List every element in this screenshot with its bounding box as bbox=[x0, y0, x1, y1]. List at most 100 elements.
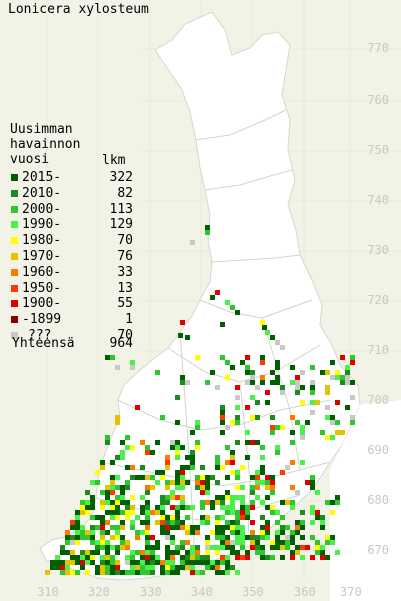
observation-cell bbox=[145, 445, 150, 450]
observation-cell bbox=[205, 565, 210, 570]
observation-cell bbox=[80, 510, 85, 515]
observation-cell bbox=[300, 370, 305, 375]
observation-cell bbox=[135, 405, 140, 410]
observation-cell bbox=[125, 435, 130, 440]
observation-cell bbox=[115, 505, 120, 510]
observation-cell bbox=[275, 540, 280, 545]
observation-cell bbox=[140, 440, 145, 445]
observation-cell bbox=[315, 400, 320, 405]
observation-cell bbox=[170, 535, 175, 540]
x-tick-label: 360 bbox=[294, 585, 316, 599]
observation-cell bbox=[180, 445, 185, 450]
observation-cell bbox=[195, 545, 200, 550]
observation-cell bbox=[265, 475, 270, 480]
observation-cell bbox=[195, 555, 200, 560]
observation-cell bbox=[255, 495, 260, 500]
observation-cell bbox=[80, 525, 85, 530]
observation-cell bbox=[225, 495, 230, 500]
observation-cell bbox=[205, 550, 210, 555]
observation-cell bbox=[270, 425, 275, 430]
x-tick-label: 340 bbox=[191, 585, 213, 599]
observation-cell bbox=[100, 515, 105, 520]
observation-cell bbox=[295, 550, 300, 555]
observation-cell bbox=[335, 375, 340, 380]
observation-cell bbox=[225, 375, 230, 380]
observation-cell bbox=[170, 440, 175, 445]
observation-cell bbox=[250, 415, 255, 420]
observation-cell bbox=[160, 470, 165, 475]
observation-cell bbox=[235, 415, 240, 420]
observation-cell bbox=[145, 540, 150, 545]
observation-cell bbox=[75, 560, 80, 565]
observation-cell bbox=[180, 520, 185, 525]
observation-cell bbox=[100, 555, 105, 560]
observation-cell bbox=[205, 480, 210, 485]
observation-cell bbox=[330, 415, 335, 420]
observation-cell bbox=[235, 495, 240, 500]
observation-cell bbox=[175, 395, 180, 400]
observation-cell bbox=[345, 380, 350, 385]
observation-cell bbox=[250, 530, 255, 535]
observation-cell bbox=[110, 560, 115, 565]
observation-cell bbox=[170, 560, 175, 565]
observation-cell bbox=[325, 405, 330, 410]
observation-cell bbox=[145, 475, 150, 480]
observation-cell bbox=[170, 505, 175, 510]
observation-cell bbox=[215, 535, 220, 540]
observation-cell bbox=[325, 415, 330, 420]
observation-cell bbox=[320, 525, 325, 530]
observation-cell bbox=[145, 530, 150, 535]
observation-cell bbox=[120, 570, 125, 575]
observation-cell bbox=[80, 505, 85, 510]
observation-cell bbox=[55, 560, 60, 565]
observation-cell bbox=[215, 480, 220, 485]
observation-cell bbox=[230, 520, 235, 525]
observation-cell bbox=[295, 520, 300, 525]
y-tick-label: 750 bbox=[367, 143, 389, 157]
observation-cell bbox=[105, 510, 110, 515]
observation-cell bbox=[70, 525, 75, 530]
observation-cell bbox=[100, 520, 105, 525]
observation-cell bbox=[110, 480, 115, 485]
legend-swatch bbox=[11, 174, 18, 181]
legend-count: 322 bbox=[109, 170, 133, 185]
observation-cell bbox=[105, 495, 110, 500]
observation-cell bbox=[145, 565, 150, 570]
observation-cell bbox=[220, 322, 225, 327]
legend-count: 1 bbox=[125, 312, 133, 328]
observation-cell bbox=[210, 295, 215, 300]
observation-cell bbox=[160, 530, 165, 535]
observation-cell bbox=[220, 415, 225, 420]
observation-cell bbox=[210, 530, 215, 535]
observation-cell bbox=[130, 505, 135, 510]
observation-cell bbox=[85, 535, 90, 540]
observation-cell bbox=[275, 535, 280, 540]
x-tick-label: 330 bbox=[140, 585, 162, 599]
observation-cell bbox=[140, 555, 145, 560]
observation-cell bbox=[165, 460, 170, 465]
observation-cell bbox=[280, 530, 285, 535]
observation-cell bbox=[330, 535, 335, 540]
observation-cell bbox=[130, 475, 135, 480]
observation-cell bbox=[220, 540, 225, 545]
observation-cell bbox=[105, 545, 110, 550]
observation-cell bbox=[235, 570, 240, 575]
observation-cell bbox=[235, 395, 240, 400]
observation-cell bbox=[150, 555, 155, 560]
observation-cell bbox=[190, 525, 195, 530]
observation-cell bbox=[285, 465, 290, 470]
observation-cell bbox=[305, 420, 310, 425]
observation-cell bbox=[195, 445, 200, 450]
observation-cell bbox=[100, 525, 105, 530]
observation-cell bbox=[130, 565, 135, 570]
observation-cell bbox=[90, 530, 95, 535]
x-tick-label: 370 bbox=[340, 585, 362, 599]
observation-cell bbox=[250, 370, 255, 375]
observation-cell bbox=[140, 505, 145, 510]
legend-row: 1900- 55 bbox=[8, 296, 133, 312]
observation-cell bbox=[185, 465, 190, 470]
observation-cell bbox=[280, 525, 285, 530]
observation-cell bbox=[265, 400, 270, 405]
observation-cell bbox=[135, 560, 140, 565]
observation-cell bbox=[60, 560, 65, 565]
